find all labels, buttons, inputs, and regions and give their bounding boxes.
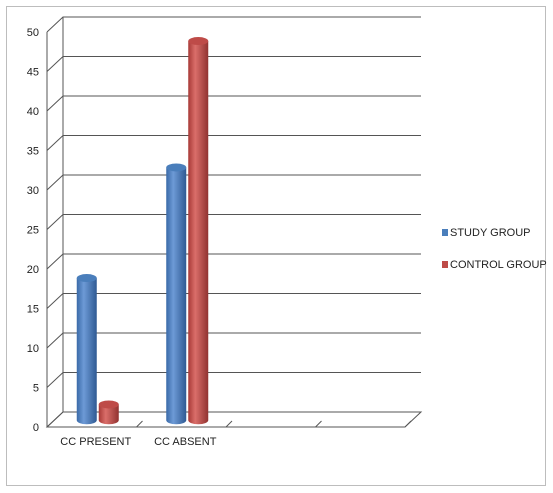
- gridline: [46, 293, 421, 309]
- legend-label: STUDY GROUP: [450, 227, 530, 239]
- y-tick-label: 50: [27, 27, 39, 39]
- bars: [76, 37, 209, 425]
- gridline: [46, 16, 421, 33]
- y-tick-label: 10: [27, 343, 39, 355]
- x-tick-mark: [225, 420, 233, 428]
- y-tick-label: 45: [27, 67, 39, 79]
- y-tick-label: 40: [27, 106, 39, 118]
- legend-swatch: [442, 229, 448, 236]
- y-tick-label: 20: [27, 264, 39, 276]
- y-tick-label: 15: [27, 304, 39, 316]
- y-tick-label: 0: [33, 422, 39, 434]
- y-tick-label: 30: [27, 185, 39, 197]
- gridlines: [46, 16, 421, 428]
- gridline: [46, 56, 421, 72]
- axes: [45, 17, 423, 428]
- legend: STUDY GROUP CONTROL GROUP: [442, 227, 547, 271]
- bar-study-group: [76, 274, 97, 425]
- x-tick-label: CC PRESENT: [60, 436, 131, 448]
- gridline: [46, 214, 421, 230]
- bar-control-group: [98, 400, 119, 425]
- x-tick-labels: CC PRESENT CC ABSENT: [60, 436, 216, 448]
- bar-control-group: [188, 37, 209, 425]
- gridline: [46, 95, 421, 112]
- gridline: [46, 135, 421, 151]
- gridline: [46, 253, 421, 270]
- legend-label: CONTROL GROUP: [450, 259, 547, 271]
- x-tick-mark: [136, 420, 143, 428]
- gridline: [46, 372, 421, 388]
- x-tick-mark: [315, 420, 322, 428]
- y-tick-label: 35: [27, 146, 39, 158]
- x-tick-mark: [404, 420, 412, 428]
- y-tick-label: 25: [27, 225, 39, 237]
- x-tick-label: CC ABSENT: [154, 436, 217, 448]
- bar-study-group: [166, 163, 187, 425]
- legend-swatch: [442, 261, 448, 268]
- y-tick-labels: 0 5 10 15 20 25 30 35 40 45 50: [27, 27, 39, 434]
- floor: [45, 411, 423, 428]
- gridline: [46, 174, 421, 191]
- y-tick-label: 5: [33, 383, 39, 395]
- gridline: [46, 332, 421, 349]
